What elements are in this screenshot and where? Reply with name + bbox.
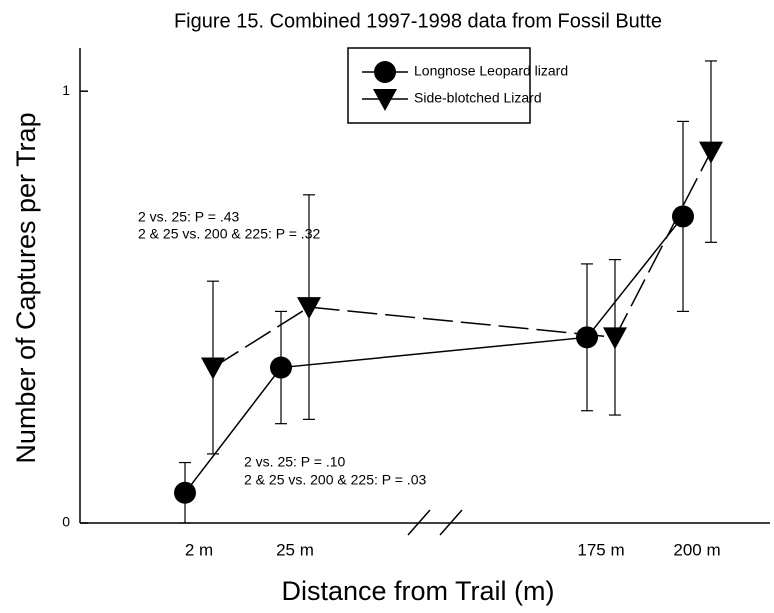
series-line	[184, 215, 684, 494]
x-tick-label: 25 m	[276, 540, 314, 559]
chart-title: Figure 15. Combined 1997-1998 data from …	[174, 10, 662, 32]
y-axis-label: Number of Captures per Trap	[11, 112, 41, 463]
y-tick-label: 0	[62, 514, 70, 530]
data-point	[174, 481, 196, 504]
annotation: 2 & 25 vs. 200 & 225: P = .32	[138, 226, 320, 242]
data-point	[201, 357, 225, 380]
x-axis-label: Distance from Trail (m)	[281, 576, 554, 606]
series-line	[212, 151, 712, 369]
data-point	[699, 141, 723, 164]
data-point	[603, 327, 627, 350]
x-tick-label: 175 m	[577, 540, 624, 559]
legend-label: Longnose Leopard lizard	[414, 63, 568, 79]
y-tick-label: 1	[62, 82, 70, 98]
legend-box	[347, 47, 531, 124]
data-point	[297, 297, 321, 320]
legend-marker	[373, 89, 397, 111]
x-tick-label: 200 m	[673, 540, 720, 559]
data-point	[270, 356, 292, 379]
legend-label: Side-blotched Lizard	[414, 90, 542, 106]
annotation: 2 vs. 25: P = .43	[138, 209, 240, 225]
x-tick-label: 2 m	[185, 540, 213, 559]
data-point	[672, 205, 694, 228]
data-point	[576, 326, 598, 349]
annotation: 2 & 25 vs. 200 & 225: P = .03	[244, 472, 426, 488]
legend-marker	[374, 61, 396, 83]
axis-break	[407, 509, 463, 536]
annotation: 2 vs. 25: P = .10	[244, 454, 346, 470]
